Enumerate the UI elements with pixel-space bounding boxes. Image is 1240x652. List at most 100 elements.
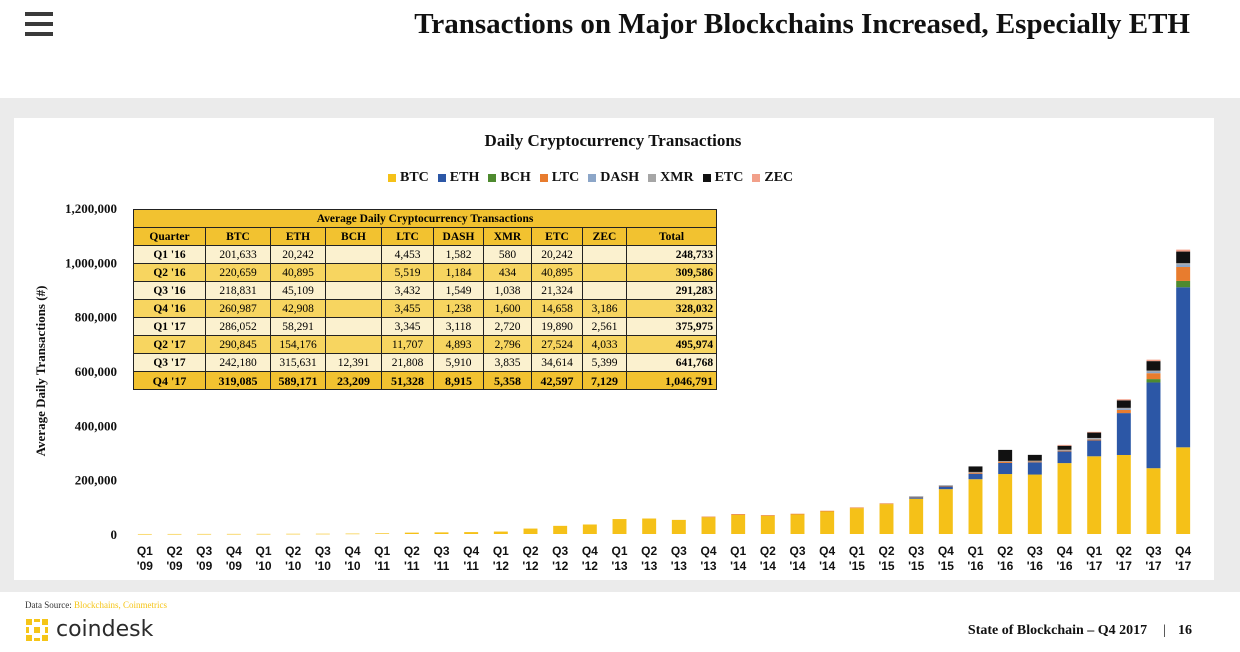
x-tick-quarter: Q1 <box>255 544 271 558</box>
x-tick-year: '14 <box>760 559 777 573</box>
x-tick-year: '17 <box>1086 559 1103 573</box>
legend-swatch <box>437 174 446 182</box>
bar-zec <box>1146 359 1161 362</box>
bar-btc <box>1116 454 1131 534</box>
table-cell: 21,808 <box>381 353 434 372</box>
bar-btc <box>820 511 835 534</box>
table-cell: Q1 '17 <box>133 317 206 336</box>
bar-ltc <box>1176 267 1191 281</box>
x-tick-quarter: Q1 <box>611 544 627 558</box>
footer-divider: | <box>1163 623 1166 638</box>
table-cell: 1,582 <box>433 245 484 264</box>
table-cell: 23,209 <box>325 371 382 390</box>
bar-xmr <box>909 496 924 497</box>
legend-item-dash: DASH <box>588 170 639 186</box>
legend-label: BCH <box>500 170 531 185</box>
column-header: LTC <box>381 227 434 246</box>
x-tick-year: '17 <box>1175 559 1192 573</box>
source-link-blockchains[interactable]: Blockchains <box>73 600 119 610</box>
bar-etc <box>1027 454 1042 461</box>
bar-etc <box>1057 445 1072 450</box>
y-tick-label: 1,200,000 <box>65 201 117 216</box>
table-cell: 5,519 <box>381 263 434 282</box>
table-cell <box>325 299 382 318</box>
bar-zec <box>1116 399 1131 401</box>
legend-label: LTC <box>551 170 580 185</box>
table-cell <box>325 317 382 336</box>
x-tick-year: '13 <box>641 559 658 573</box>
table-cell: 21,324 <box>531 281 583 300</box>
bar-ltc <box>1146 373 1161 380</box>
legend-swatch <box>539 174 548 182</box>
x-tick-quarter: Q3 <box>789 544 805 558</box>
bar-btc <box>256 533 271 535</box>
x-tick-quarter: Q3 <box>671 544 687 558</box>
coindesk-logo[interactable]: coindesk <box>25 617 153 642</box>
x-tick-quarter: Q3 <box>433 544 449 558</box>
table-cell: 248,733 <box>625 245 718 264</box>
bar-btc <box>345 533 360 535</box>
bar-btc <box>315 533 330 535</box>
table-cell: 495,974 <box>625 335 718 354</box>
table-cell: 1,549 <box>433 281 484 300</box>
table-cell: 42,597 <box>531 371 583 390</box>
table-cell: 40,895 <box>270 263 326 282</box>
menu-icon[interactable] <box>25 12 53 38</box>
bar-btc <box>582 524 597 534</box>
bar-xmr <box>1146 370 1161 372</box>
table-cell: Q3 '16 <box>133 281 206 300</box>
x-tick-quarter: Q2 <box>404 544 420 558</box>
bar-dash <box>1146 371 1161 374</box>
bar-xmr <box>998 461 1013 462</box>
source-label: Data Source: <box>25 600 74 610</box>
page-number: 16 <box>1178 623 1192 638</box>
x-tick-year: '15 <box>878 559 895 573</box>
legend-item-ltc: LTC <box>539 170 580 186</box>
x-tick-quarter: Q1 <box>374 544 390 558</box>
x-tick-quarter: Q4 <box>700 544 716 558</box>
table-cell <box>325 263 382 282</box>
legend-item-bch: BCH <box>488 170 531 186</box>
bar-btc <box>1176 447 1191 534</box>
legend-swatch <box>588 174 597 182</box>
legend-item-btc: BTC <box>388 170 429 186</box>
x-tick-year: '14 <box>819 559 836 573</box>
bar-eth <box>1057 451 1072 464</box>
x-tick-quarter: Q2 <box>641 544 657 558</box>
legend-item-zec: ZEC <box>752 170 793 186</box>
x-tick-year: '13 <box>700 559 717 573</box>
table-cell: 220,659 <box>205 263 271 282</box>
table-cell: 27,524 <box>531 335 583 354</box>
bar-eth <box>938 486 953 490</box>
x-tick-year: '13 <box>611 559 628 573</box>
bar-ltc <box>731 514 746 515</box>
x-tick-year: '14 <box>730 559 747 573</box>
brand-name: coindesk <box>56 617 154 642</box>
table-cell: 34,614 <box>531 353 583 372</box>
x-tick-quarter: Q4 <box>938 544 954 558</box>
bar-eth <box>998 462 1013 475</box>
table-cell: 19,890 <box>531 317 583 336</box>
bar-btc <box>731 514 746 534</box>
legend-swatch <box>648 174 657 182</box>
source-link-coinmetrics[interactable]: Coinmetrics <box>122 600 167 610</box>
bar-ltc <box>1087 439 1102 441</box>
table-cell: 242,180 <box>205 353 271 372</box>
x-tick-quarter: Q2 <box>522 544 538 558</box>
table-row: Q2 '17 290,845 154,176 11,707 4,893 2,796 27,5… <box>133 335 718 354</box>
table-cell: 12,391 <box>325 353 382 372</box>
table-cell <box>582 263 627 282</box>
x-tick-quarter: Q4 <box>463 544 479 558</box>
table-cell: 290,845 <box>205 335 271 354</box>
table-cell: 2,796 <box>483 335 532 354</box>
table-cell: 5,910 <box>433 353 484 372</box>
column-header: XMR <box>483 227 532 246</box>
inset-table-title: Average Daily Cryptocurrency Transaction… <box>132 209 718 228</box>
bar-xmr <box>938 485 953 486</box>
table-cell: 1,046,791 <box>625 371 718 390</box>
table-cell: 3,835 <box>483 353 532 372</box>
x-tick-quarter: Q4 <box>1175 544 1191 558</box>
table-cell: Q1 '16 <box>133 245 206 264</box>
table-row: Q4 '16 260,987 42,908 3,455 1,238 1,600 14,658… <box>133 299 718 318</box>
